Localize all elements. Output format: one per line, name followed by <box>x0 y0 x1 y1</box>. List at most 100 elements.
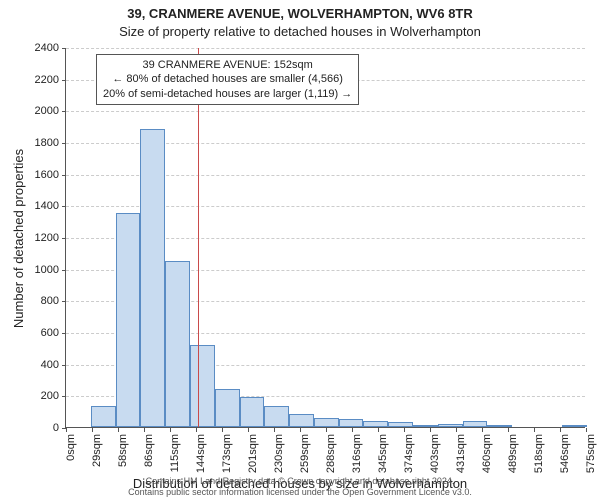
annotation-line1: 39 CRANMERE AVENUE: 152sqm <box>103 58 352 72</box>
x-tick-label: 201sqm <box>247 434 259 473</box>
x-tick <box>222 428 223 432</box>
x-tick-label: 29sqm <box>91 434 103 467</box>
x-tick <box>92 428 93 432</box>
annotation-box: 39 CRANMERE AVENUE: 152sqm← 80% of detac… <box>96 54 359 105</box>
chart-subtitle: Size of property relative to detached ho… <box>0 24 600 39</box>
y-tick <box>62 365 66 366</box>
x-tick-label: 115sqm <box>169 434 181 472</box>
x-tick-label: 0sqm <box>65 434 77 461</box>
y-tick-label: 2000 <box>35 105 59 117</box>
y-tick-label: 800 <box>41 295 59 307</box>
x-tick <box>560 428 561 432</box>
x-tick <box>300 428 301 432</box>
histogram-bar <box>487 425 512 427</box>
y-tick <box>62 206 66 207</box>
y-tick <box>62 301 66 302</box>
x-tick <box>508 428 509 432</box>
histogram-bar <box>116 213 141 427</box>
x-tick-label: 288sqm <box>325 434 337 473</box>
x-tick-label: 489sqm <box>507 434 519 473</box>
plot-area: 39 CRANMERE AVENUE: 152sqm← 80% of detac… <box>65 48 585 428</box>
x-tick <box>404 428 405 432</box>
x-tick-label: 518sqm <box>533 434 545 473</box>
y-tick-label: 0 <box>53 422 59 434</box>
x-tick-label: 144sqm <box>195 434 207 473</box>
x-tick-label: 374sqm <box>403 434 415 473</box>
histogram-bar <box>562 425 587 427</box>
grid-line <box>66 48 585 49</box>
histogram-bar <box>190 345 215 427</box>
histogram-bar <box>289 414 314 427</box>
histogram-bar <box>388 422 413 427</box>
y-tick <box>62 143 66 144</box>
x-tick <box>456 428 457 432</box>
chart-title: 39, CRANMERE AVENUE, WOLVERHAMPTON, WV6 … <box>0 6 600 21</box>
histogram-bar <box>165 261 190 427</box>
y-tick-label: 1400 <box>35 200 59 212</box>
y-tick-label: 600 <box>41 327 59 339</box>
x-tick <box>274 428 275 432</box>
footer-line1: Contains HM Land Registry data © Crown c… <box>146 476 455 486</box>
y-tick-label: 1200 <box>35 232 59 244</box>
histogram-bar <box>215 389 240 427</box>
y-axis-title: Number of detached properties <box>10 48 28 428</box>
x-tick <box>248 428 249 432</box>
histogram-bar <box>264 406 289 427</box>
x-tick-label: 316sqm <box>351 434 363 473</box>
histogram-bar <box>413 425 438 427</box>
x-tick-label: 345sqm <box>377 434 389 473</box>
histogram-bar <box>91 406 116 427</box>
x-tick <box>118 428 119 432</box>
y-tick-label: 400 <box>41 359 59 371</box>
x-tick-label: 403sqm <box>429 434 441 473</box>
histogram-bar <box>140 129 165 427</box>
x-tick <box>326 428 327 432</box>
chart-container: 39, CRANMERE AVENUE, WOLVERHAMPTON, WV6 … <box>0 0 600 500</box>
histogram-bar <box>314 418 339 428</box>
footer-line2: Contains public sector information licen… <box>128 487 472 497</box>
y-tick-label: 2400 <box>35 42 59 54</box>
x-tick-label: 86sqm <box>143 434 155 467</box>
grid-line <box>66 111 585 112</box>
x-tick <box>66 428 67 432</box>
x-tick <box>430 428 431 432</box>
x-tick-label: 575sqm <box>585 434 597 473</box>
plot-inner: 39 CRANMERE AVENUE: 152sqm← 80% of detac… <box>65 48 585 428</box>
y-tick <box>62 80 66 81</box>
x-tick <box>482 428 483 432</box>
y-tick <box>62 238 66 239</box>
y-tick <box>62 270 66 271</box>
y-tick <box>62 111 66 112</box>
x-tick-label: 259sqm <box>299 434 311 473</box>
x-tick-label: 460sqm <box>481 434 493 473</box>
y-tick-label: 1600 <box>35 169 59 181</box>
histogram-bar <box>363 421 388 427</box>
x-tick <box>378 428 379 432</box>
annotation-line2: ← 80% of detached houses are smaller (4,… <box>103 72 352 86</box>
x-tick <box>196 428 197 432</box>
x-tick <box>144 428 145 432</box>
x-tick <box>586 428 587 432</box>
x-tick-label: 230sqm <box>273 434 285 473</box>
y-tick <box>62 396 66 397</box>
annotation-line3: 20% of semi-detached houses are larger (… <box>103 87 352 101</box>
y-tick <box>62 48 66 49</box>
x-tick <box>352 428 353 432</box>
histogram-bar <box>438 424 463 427</box>
y-tick-label: 1000 <box>35 264 59 276</box>
x-tick-label: 431sqm <box>455 434 467 473</box>
x-tick <box>534 428 535 432</box>
x-tick-label: 173sqm <box>221 434 233 473</box>
x-tick-label: 58sqm <box>117 434 129 467</box>
y-tick <box>62 333 66 334</box>
histogram-bar <box>463 421 488 427</box>
histogram-bar <box>240 397 265 427</box>
y-tick <box>62 175 66 176</box>
footer: Contains HM Land Registry data © Crown c… <box>0 476 600 498</box>
y-tick-label: 1800 <box>35 137 59 149</box>
y-tick-label: 2200 <box>35 74 59 86</box>
histogram-bar <box>339 419 364 427</box>
y-tick-label: 200 <box>41 390 59 402</box>
x-tick <box>170 428 171 432</box>
x-tick-label: 546sqm <box>559 434 571 473</box>
